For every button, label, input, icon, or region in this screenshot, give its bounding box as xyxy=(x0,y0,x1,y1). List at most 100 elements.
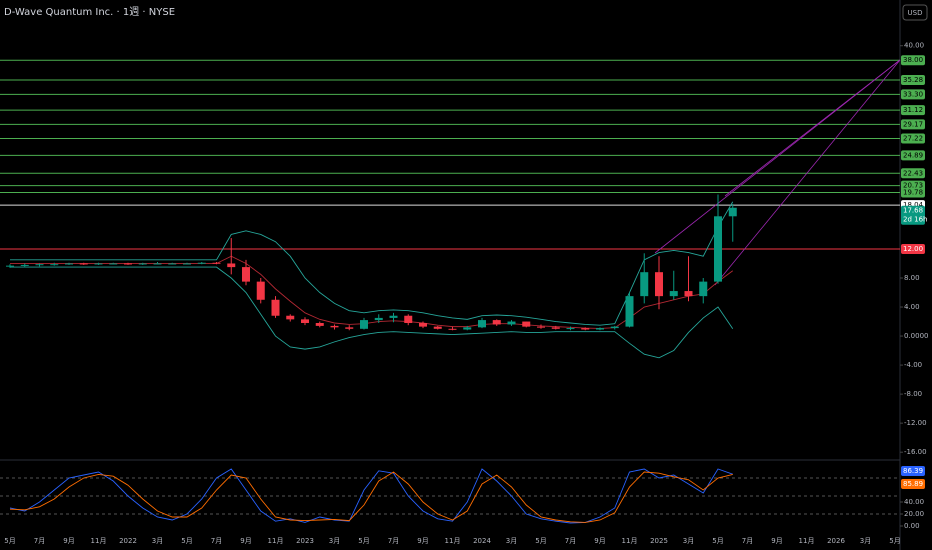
candle-body xyxy=(699,281,708,297)
osc-tag xyxy=(901,479,925,489)
candle-body xyxy=(35,264,44,266)
last-price: 17.68 xyxy=(903,207,923,215)
x-tick-label: 11月 xyxy=(799,537,815,545)
band-upper xyxy=(10,201,734,326)
x-tick-label: 2024 xyxy=(473,537,491,545)
candle-body xyxy=(183,263,191,265)
x-tick-label: 9月 xyxy=(594,537,605,545)
y-tick-label: -4.00 xyxy=(904,361,922,369)
level-label: 29.17 xyxy=(903,120,923,128)
osc-tick-label: 20.00 xyxy=(904,510,924,518)
x-tick-label: 5月 xyxy=(358,537,369,545)
osc-tick-label: 40.00 xyxy=(904,498,924,506)
candle-body xyxy=(655,272,663,297)
candle-body xyxy=(330,325,339,328)
level-tag xyxy=(901,133,925,144)
candle-body xyxy=(109,263,118,265)
candle-body xyxy=(345,327,354,329)
candle-body xyxy=(212,262,221,264)
band-lower xyxy=(10,266,734,359)
candle-body xyxy=(6,265,14,267)
candle-body xyxy=(522,321,531,327)
level-tag xyxy=(901,168,925,179)
x-tick-label: 7月 xyxy=(34,537,45,545)
candle-body xyxy=(197,262,206,264)
candle-body xyxy=(256,281,265,300)
chart-title: D-Wave Quantum Inc. · 1週 · NYSE xyxy=(4,6,175,18)
x-tick-label: 5月 xyxy=(712,537,723,545)
x-tick-label: 3月 xyxy=(860,537,871,545)
candle-body xyxy=(168,263,177,265)
y-tick-label: 8.00 xyxy=(904,274,920,282)
candle-body xyxy=(463,327,472,330)
candle-body xyxy=(315,322,324,326)
candle-body xyxy=(714,216,722,282)
x-tick-label: 3月 xyxy=(506,537,517,545)
candle-body xyxy=(566,328,575,330)
candle-body xyxy=(433,326,442,329)
y-tick-label: -8.00 xyxy=(904,390,922,398)
x-tick-label: 9月 xyxy=(417,537,428,545)
trendline xyxy=(724,59,901,197)
x-tick-label: 3月 xyxy=(152,537,163,545)
x-tick-label: 11月 xyxy=(445,537,461,545)
candle-body xyxy=(20,264,29,266)
x-tick-label: 3月 xyxy=(329,537,340,545)
osc-tag xyxy=(901,466,925,476)
x-tick-label: 5月 xyxy=(889,537,900,545)
trendline xyxy=(714,59,901,286)
osc-line xyxy=(9,471,733,523)
currency-button[interactable] xyxy=(902,4,928,21)
candle-body xyxy=(360,320,368,329)
currency[interactable]: USD xyxy=(908,9,923,17)
candle-body xyxy=(537,326,545,328)
level-tag xyxy=(901,119,925,130)
candle-body xyxy=(581,328,590,330)
candle-body xyxy=(301,319,309,323)
x-tick-label: 7月 xyxy=(565,537,576,545)
candle-body xyxy=(138,263,147,265)
candle-body xyxy=(684,291,693,297)
candle-body xyxy=(448,328,457,330)
candle-body xyxy=(271,299,280,316)
osc-value: 86.39 xyxy=(903,467,923,475)
y-tick-label: 40.00 xyxy=(904,42,924,50)
x-tick-label: 3月 xyxy=(683,537,694,545)
support-label: 12.00 xyxy=(903,245,923,253)
x-tick-label: 11月 xyxy=(622,537,638,545)
x-tick-label: 11月 xyxy=(91,537,107,545)
y-tick-label: 4.00 xyxy=(904,303,920,311)
x-tick-label: 5月 xyxy=(4,537,15,545)
y-tick-label: 0.0000 xyxy=(904,332,929,340)
high-label: 18.04 xyxy=(903,201,924,209)
x-tick-label: 5月 xyxy=(181,537,192,545)
candle-body xyxy=(79,263,88,265)
level-tag xyxy=(901,105,925,116)
level-label: 31.12 xyxy=(903,106,923,114)
candle-body xyxy=(478,320,486,328)
x-tick-label: 9月 xyxy=(240,537,251,545)
candle-body xyxy=(404,315,413,323)
candle-body xyxy=(389,315,398,318)
x-tick-label: 7月 xyxy=(388,537,399,545)
level-tag xyxy=(901,187,925,198)
x-tick-label: 2022 xyxy=(119,537,137,545)
x-tick-label: 9月 xyxy=(63,537,74,545)
candle-body xyxy=(286,315,295,320)
candle-body xyxy=(153,263,162,265)
level-tag xyxy=(901,150,925,161)
candle-body xyxy=(492,320,501,325)
candle-body xyxy=(94,263,103,265)
candle-body xyxy=(242,267,250,282)
candle-body xyxy=(374,317,383,321)
x-tick-label: 5月 xyxy=(535,537,546,545)
x-tick-label: 2023 xyxy=(296,537,314,545)
candle-body xyxy=(50,264,59,266)
level-tag xyxy=(901,74,925,85)
osc-line xyxy=(9,468,733,524)
x-tick-label: 2025 xyxy=(650,537,668,545)
y-tick-label: -16.00 xyxy=(904,448,927,456)
level-tag xyxy=(901,89,925,100)
